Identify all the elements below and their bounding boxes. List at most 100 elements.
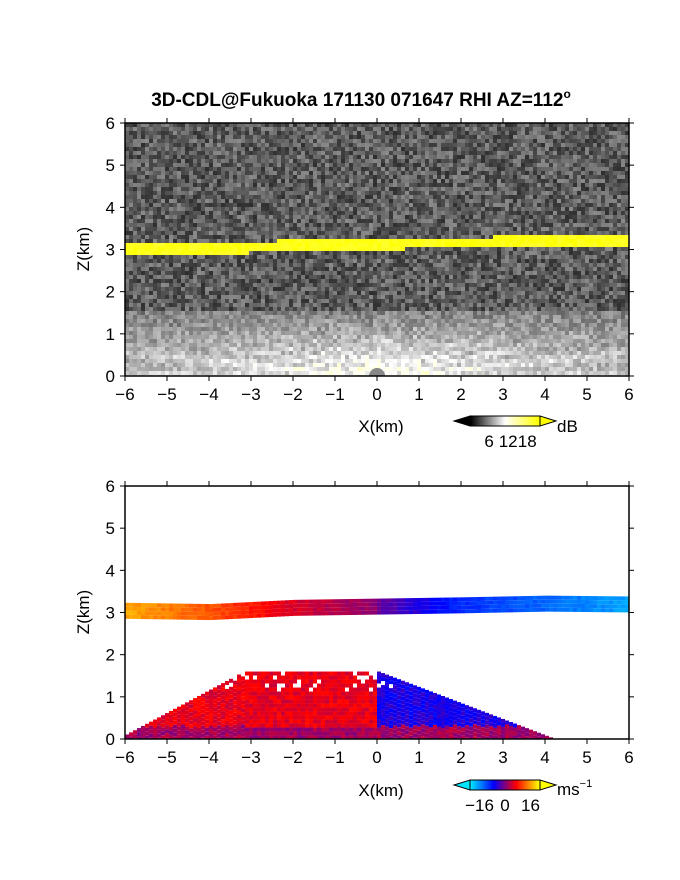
reflectivity-cell (273, 239, 277, 243)
reflectivity-cell (241, 227, 245, 231)
reflectivity-cell (385, 151, 389, 155)
reflectivity-cell (293, 219, 297, 223)
reflectivity-cell (433, 275, 437, 279)
reflectivity-cell (337, 367, 341, 371)
reflectivity-cell (385, 223, 389, 227)
reflectivity-cell (401, 283, 405, 287)
reflectivity-cell (273, 303, 277, 307)
reflectivity-cell (369, 231, 373, 235)
reflectivity-cell (317, 327, 321, 331)
reflectivity-cell (389, 259, 393, 263)
reflectivity-cell (153, 323, 157, 327)
reflectivity-cell (357, 123, 361, 127)
reflectivity-cell (137, 219, 141, 223)
reflectivity-cell (153, 331, 157, 335)
reflectivity-cell (301, 367, 305, 371)
reflectivity-cell (381, 343, 385, 347)
reflectivity-cell (289, 291, 293, 295)
reflectivity-cell (153, 155, 157, 159)
reflectivity-cell (313, 123, 317, 127)
reflectivity-cell (337, 163, 341, 167)
reflectivity-cell (185, 167, 189, 171)
reflectivity-cell (125, 307, 129, 311)
reflectivity-cell (405, 363, 409, 367)
reflectivity-cell (409, 175, 413, 179)
reflectivity-cell (313, 355, 317, 359)
reflectivity-cell (317, 251, 321, 255)
reflectivity-cell (369, 347, 373, 351)
reflectivity-cell (153, 291, 157, 295)
reflectivity-cell (221, 319, 225, 323)
reflectivity-cell (349, 299, 353, 303)
reflectivity-cell (205, 243, 209, 247)
reflectivity-cell (321, 219, 325, 223)
reflectivity-cell (129, 207, 133, 211)
reflectivity-cell (269, 271, 273, 275)
reflectivity-cell (249, 355, 253, 359)
reflectivity-cell (281, 155, 285, 159)
reflectivity-cell (361, 351, 365, 355)
reflectivity-cell (433, 307, 437, 311)
reflectivity-cell (237, 179, 241, 183)
reflectivity-cell (273, 255, 277, 259)
reflectivity-cell (233, 183, 237, 187)
reflectivity-cell (241, 355, 245, 359)
reflectivity-cell (365, 343, 369, 347)
reflectivity-cell (253, 287, 257, 291)
reflectivity-cell (433, 167, 437, 171)
reflectivity-cell (265, 155, 269, 159)
reflectivity-cell (241, 251, 245, 255)
reflectivity-cell (341, 187, 345, 191)
reflectivity-cell (213, 127, 217, 131)
reflectivity-cell (429, 323, 433, 327)
reflectivity-cell (249, 131, 253, 135)
reflectivity-cell (373, 151, 377, 155)
reflectivity-cell (233, 139, 237, 143)
reflectivity-cell (309, 267, 313, 271)
reflectivity-cell (261, 227, 265, 231)
reflectivity-cell (349, 155, 353, 159)
reflectivity-cell (361, 147, 365, 151)
reflectivity-cell (421, 167, 425, 171)
reflectivity-cell (329, 191, 333, 195)
reflectivity-cell (381, 199, 385, 203)
reflectivity-cell (289, 191, 293, 195)
reflectivity-cell (257, 191, 261, 195)
reflectivity-cell (157, 195, 161, 199)
reflectivity-cell (309, 135, 313, 139)
reflectivity-cell (141, 207, 145, 211)
reflectivity-cell (281, 263, 285, 267)
reflectivity-cell (173, 279, 177, 283)
reflectivity-cell (389, 343, 393, 347)
reflectivity-cell (333, 187, 337, 191)
reflectivity-cell (181, 371, 185, 375)
reflectivity-cell (417, 227, 421, 231)
reflectivity-cell (193, 195, 197, 199)
reflectivity-cell (353, 259, 357, 263)
reflectivity-cell (253, 319, 257, 323)
reflectivity-cell (157, 303, 161, 307)
reflectivity-cell (297, 371, 301, 375)
reflectivity-cell (293, 227, 297, 231)
reflectivity-cell (205, 279, 209, 283)
reflectivity-cell (137, 347, 141, 351)
reflectivity-cell (409, 339, 413, 343)
reflectivity-cell (433, 291, 437, 295)
reflectivity-cell (145, 295, 149, 299)
reflectivity-cell (201, 239, 205, 243)
reflectivity-cell (265, 159, 269, 163)
reflectivity-cell (201, 211, 205, 215)
reflectivity-cell (377, 363, 381, 367)
reflectivity-cell (177, 147, 181, 151)
reflectivity-cell (221, 183, 225, 187)
reflectivity-cell (221, 199, 225, 203)
reflectivity-cell (281, 231, 285, 235)
reflectivity-cell (245, 267, 249, 271)
reflectivity-cell (265, 315, 269, 319)
reflectivity-cell (233, 307, 237, 311)
reflectivity-cell (385, 127, 389, 131)
reflectivity-cell (385, 191, 389, 195)
reflectivity-cell (205, 299, 209, 303)
reflectivity-cell (125, 159, 129, 163)
reflectivity-cell (201, 215, 205, 219)
